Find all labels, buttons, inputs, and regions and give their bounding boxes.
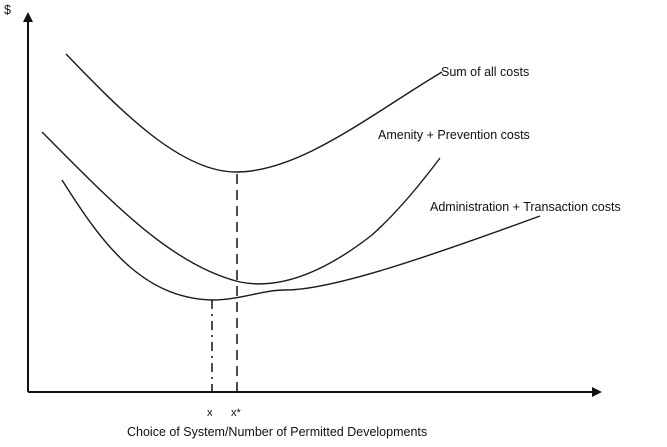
sum-of-all-costs-curve xyxy=(65,53,443,173)
amenity-prevention-costs-curve xyxy=(41,131,441,285)
x-marker-label: x xyxy=(207,407,213,419)
administration-transaction-costs-curve xyxy=(61,179,541,301)
amenity-prevention-costs-label: Amenity + Prevention costs xyxy=(378,128,530,142)
x-axis-label: Choice of System/Number of Permitted Dev… xyxy=(127,425,427,439)
sum-of-all-costs-label: Sum of all costs xyxy=(441,65,529,79)
y-axis-label: $ xyxy=(4,3,11,17)
x-star-marker-label: x* xyxy=(231,407,242,419)
administration-transaction-costs-label: Administration + Transaction costs xyxy=(430,200,621,214)
